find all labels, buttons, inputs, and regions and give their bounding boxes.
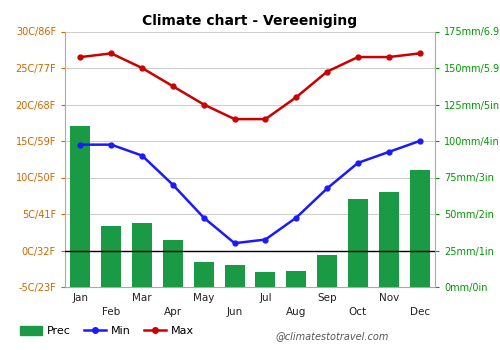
Min: [355, 161, 361, 165]
Max: [232, 117, 237, 121]
Min: [232, 241, 237, 245]
Text: Dec: Dec: [410, 307, 430, 317]
Min: [78, 142, 84, 147]
Max: [355, 55, 361, 59]
Text: Aug: Aug: [286, 307, 306, 317]
Text: Apr: Apr: [164, 307, 182, 317]
Bar: [378, 192, 399, 287]
Text: Jan: Jan: [72, 293, 88, 303]
Min: [293, 216, 299, 220]
Text: May: May: [193, 293, 214, 303]
Min: [324, 186, 330, 190]
Text: Jun: Jun: [226, 307, 242, 317]
Bar: [224, 265, 244, 287]
Max: [139, 66, 145, 70]
Max: [170, 84, 176, 88]
Bar: [194, 262, 214, 287]
Title: Climate chart - Vereeniging: Climate chart - Vereeniging: [142, 14, 358, 28]
Bar: [348, 199, 368, 287]
Max: [386, 55, 392, 59]
Min: [386, 150, 392, 154]
Text: Nov: Nov: [378, 293, 399, 303]
Min: [416, 139, 422, 143]
Line: Min: Min: [78, 139, 422, 246]
Line: Max: Max: [78, 51, 422, 121]
Bar: [256, 272, 276, 287]
Min: [262, 237, 268, 241]
Text: Mar: Mar: [132, 293, 152, 303]
Bar: [286, 271, 306, 287]
Bar: [317, 255, 337, 287]
Min: [170, 183, 176, 187]
Max: [324, 70, 330, 74]
Bar: [132, 223, 152, 287]
Max: [262, 117, 268, 121]
Bar: [101, 226, 121, 287]
Text: @climatestotravel.com: @climatestotravel.com: [275, 331, 388, 341]
Text: Jul: Jul: [259, 293, 272, 303]
Text: Feb: Feb: [102, 307, 120, 317]
Bar: [410, 170, 430, 287]
Text: Oct: Oct: [349, 307, 367, 317]
Min: [108, 142, 114, 147]
Max: [108, 51, 114, 56]
Max: [416, 51, 422, 56]
Max: [78, 55, 84, 59]
Bar: [70, 126, 90, 287]
Text: Sep: Sep: [318, 293, 337, 303]
Min: [201, 216, 207, 220]
Max: [293, 95, 299, 99]
Max: [201, 103, 207, 107]
Min: [139, 154, 145, 158]
Legend: Prec, Min, Max: Prec, Min, Max: [16, 322, 198, 341]
Bar: [163, 240, 183, 287]
